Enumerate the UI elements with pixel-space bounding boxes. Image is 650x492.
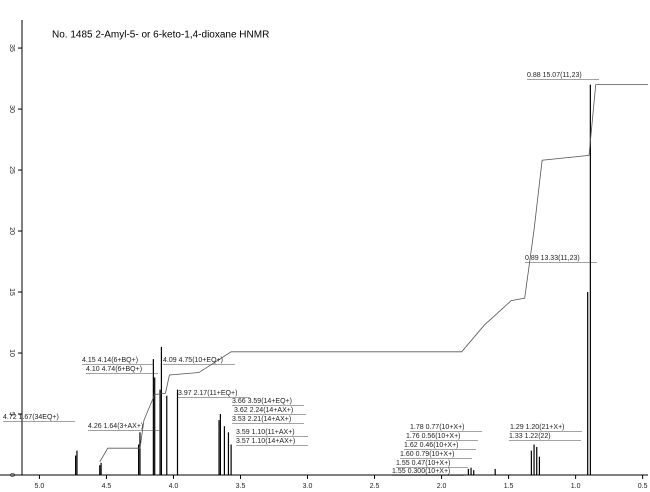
x-tick-label: 1.0 xyxy=(571,483,581,490)
peak-annotation: 0.88 15.07(11,23) xyxy=(527,72,582,79)
y-tick-label: 20 xyxy=(8,227,15,235)
peak-annotation: 0.89 13.33(11,23) xyxy=(525,255,580,262)
x-tick-label: 4.5 xyxy=(102,483,112,490)
peak-annotation: 4.10 4.74(6+BQ+) xyxy=(86,366,142,373)
peak-annotation: 1.78 0.77(10+X+) xyxy=(410,424,465,431)
peak-annotation: 4.15 4.14(6+BQ+) xyxy=(82,357,138,364)
x-tick-label: 0.5 xyxy=(638,483,648,490)
peak-annotation: 4.09 4.75(10+EQ+) xyxy=(163,357,223,364)
peak-annotation: 1.33 1.22(22) xyxy=(509,433,551,440)
peak-annotation: 4.72 1.67(34EQ+) xyxy=(3,414,59,421)
peak-annotation: 1.62 0.46(10+X+) xyxy=(404,442,459,449)
x-tick-label: 3.5 xyxy=(236,483,246,490)
peak-annotation: 3.57 1.10(14+AX+) xyxy=(236,438,295,445)
y-tick-label: 35 xyxy=(8,44,15,52)
y-tick-label: 25 xyxy=(8,166,15,174)
peak-annotation: 1.76 0.56(10+X+) xyxy=(406,433,461,440)
y-tick-label: 0 xyxy=(8,473,15,477)
peak-annotation: 3.97 2.17(11+EQ+) xyxy=(178,390,237,397)
y-tick-label: 5 xyxy=(8,412,15,416)
y-tick-label: 15 xyxy=(8,288,15,296)
peak-annotation: 4.26 1.64(3+AX+) xyxy=(88,423,143,430)
x-tick-label: 4.0 xyxy=(169,483,179,490)
peak-annotation: 3.66 3.59(14+EQ+) xyxy=(232,398,292,405)
x-tick-label: 3.0 xyxy=(303,483,313,490)
y-tick-label: 30 xyxy=(8,105,15,113)
peak-annotation: 3.59 1.10(11+AX+) xyxy=(236,429,295,436)
peak-annotation: 1.55 0.300(10+X+) xyxy=(392,468,450,475)
x-tick-label: 1.5 xyxy=(504,483,514,490)
y-tick-label: 10 xyxy=(8,349,15,357)
x-tick-label: 2.0 xyxy=(437,483,447,490)
peak-annotation: 3.53 2.21(14+AX+) xyxy=(232,416,291,423)
x-tick-label: 2.5 xyxy=(370,483,380,490)
peak-annotation: 3.62 2.24(14+AX+) xyxy=(234,407,293,414)
x-tick-label: 5.0 xyxy=(35,483,45,490)
peak-annotation: 1.60 0.79(10+X+) xyxy=(400,451,455,458)
peak-annotation: 1.29 1.20(21+X+) xyxy=(510,424,565,431)
integral-curve xyxy=(99,84,648,463)
peak-annotation: 1.55 0.47(10+X+) xyxy=(396,460,451,467)
chart-title: No. 1485 2-Amyl-5- or 6-keto-1,4-dioxane… xyxy=(52,30,269,41)
